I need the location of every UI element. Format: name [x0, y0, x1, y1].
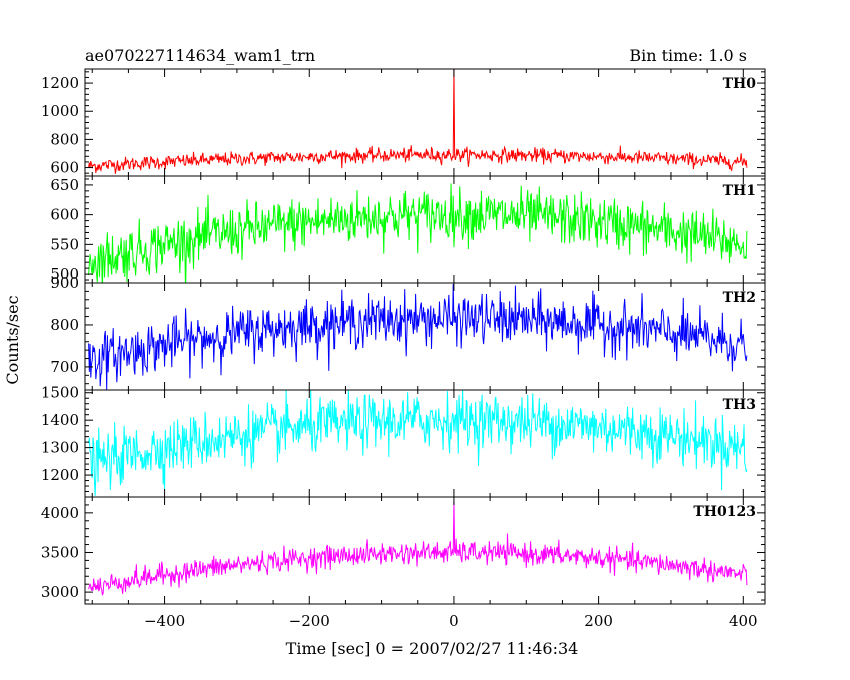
y-axis-label: Counts/sec	[3, 295, 22, 384]
y-tick-label: 3500	[41, 543, 79, 561]
series-th0123	[88, 500, 748, 596]
x-tick-label: −200	[289, 612, 330, 630]
panel-frame	[84, 496, 766, 605]
y-tick-label: 1200	[41, 466, 79, 484]
x-axis-label: Time [sec] 0 = 2007/02/27 11:46:34	[286, 639, 579, 658]
panel-label-th3: TH3	[723, 397, 756, 413]
panel-frame	[84, 175, 766, 284]
panel-label-th0: TH0	[723, 76, 757, 92]
y-tick-label: 1400	[41, 411, 79, 429]
series-th1	[88, 183, 748, 283]
y-tick-label: 600	[50, 159, 79, 177]
panel-th1: 500 550 600 650 TH1	[50, 175, 766, 284]
panel-label-th0123: TH0123	[693, 504, 756, 520]
panel-th2: 700 800 900 TH2	[50, 274, 766, 391]
y-tick-label: 1300	[41, 439, 79, 457]
chart-title-right: Bin time: 1.0 s	[629, 46, 747, 65]
panel-label-th2: TH2	[723, 290, 756, 306]
panel-th0123: 3000 3500 4000 TH0123	[41, 496, 766, 605]
y-tick-label: 500	[50, 265, 79, 283]
y-tick-label: 1200	[41, 74, 79, 92]
y-tick-label: 1500	[41, 384, 79, 402]
series-th3	[88, 390, 748, 496]
y-tick-label: 550	[50, 235, 79, 253]
panel-label-th1: TH1	[723, 183, 756, 199]
y-tick-label: 650	[50, 176, 79, 194]
x-tick-label: 400	[729, 612, 758, 630]
x-tick-label: 0	[449, 612, 459, 630]
y-tick-label: 800	[50, 130, 79, 148]
y-tick-label: 3000	[41, 583, 79, 601]
series-th2	[88, 284, 748, 390]
panel-frame	[84, 68, 766, 177]
panel-th3: 1200 1300 1400 1500 TH3	[41, 384, 766, 498]
y-tick-label: 900	[50, 274, 79, 292]
x-tick-label: 200	[584, 612, 613, 630]
y-tick-label: 1000	[41, 102, 79, 120]
y-tick-label: 700	[50, 358, 79, 376]
y-tick-label: 800	[50, 316, 79, 334]
y-tick-label: 4000	[41, 504, 79, 522]
series-th0	[88, 69, 748, 174]
x-tick-label: −400	[144, 612, 185, 630]
panel-th0: 600 800 1000 1200 TH0	[41, 68, 766, 177]
chart-title-left: ae070227114634_wam1_trn	[85, 46, 315, 65]
y-tick-label: 600	[50, 206, 79, 224]
